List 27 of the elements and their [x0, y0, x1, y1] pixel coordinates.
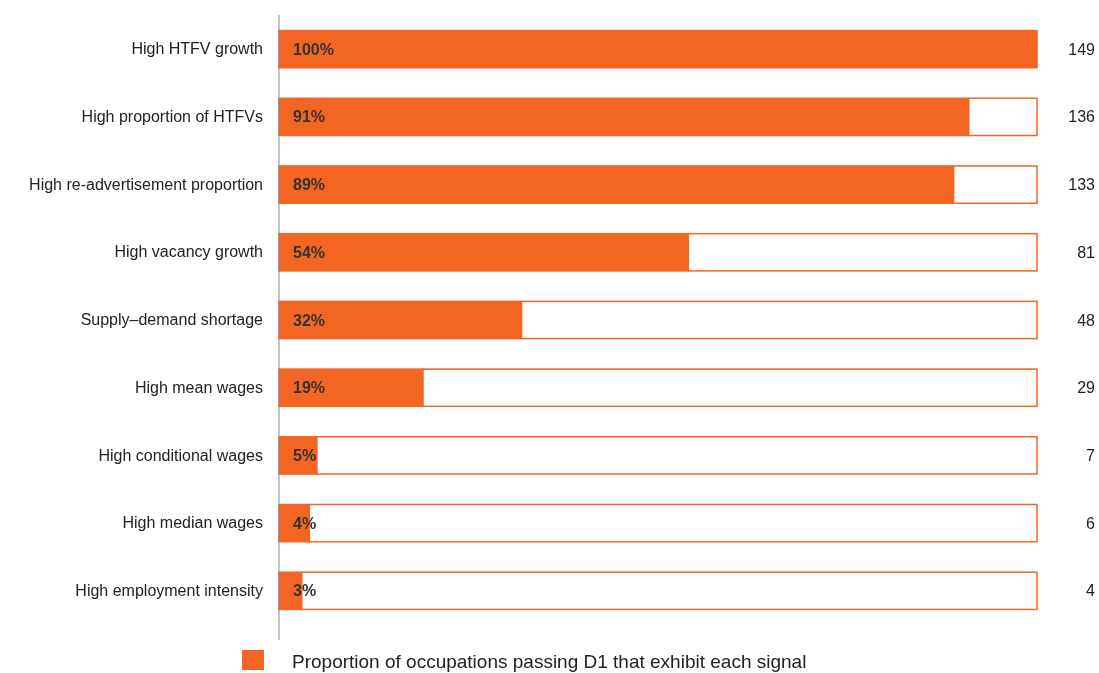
data-label: 91% — [293, 108, 326, 126]
y-tick-label: High re-advertisement proportion — [29, 175, 263, 193]
y-tick-label: High conditional wages — [98, 446, 263, 464]
bar — [278, 29, 1038, 69]
text: 136 — [1068, 108, 1096, 126]
text: 48 — [1077, 311, 1096, 329]
y-tick-label: High mean wages — [134, 378, 263, 396]
data-label: 19% — [293, 379, 326, 397]
data-label: 54% — [293, 243, 326, 261]
text: 6 — [1086, 514, 1096, 532]
y-tick-label: High vacancy growth — [114, 243, 263, 261]
text: 81 — [1077, 243, 1096, 261]
y-tick-label: High employment intensity — [75, 581, 263, 599]
y-tick-label: Supply–demand shortage — [80, 311, 264, 329]
text: 133 — [1068, 176, 1096, 194]
y-tick-label: High proportion of HTFVs — [81, 108, 263, 126]
data-label: 100% — [293, 40, 334, 58]
y-tick-label: High HTFV growth — [131, 40, 263, 58]
text: 29 — [1077, 379, 1096, 397]
text: 4 — [1086, 582, 1096, 600]
data-label: 5% — [293, 447, 317, 465]
text: 149 — [1068, 40, 1096, 58]
data-label: 32% — [293, 311, 326, 329]
data-label: 89% — [293, 176, 326, 194]
y-tick-label: High median wages — [122, 514, 263, 532]
legend-label: Proportion of occupations passing D1 that exhibit each signal — [292, 650, 807, 672]
text: 7 — [1086, 447, 1096, 465]
